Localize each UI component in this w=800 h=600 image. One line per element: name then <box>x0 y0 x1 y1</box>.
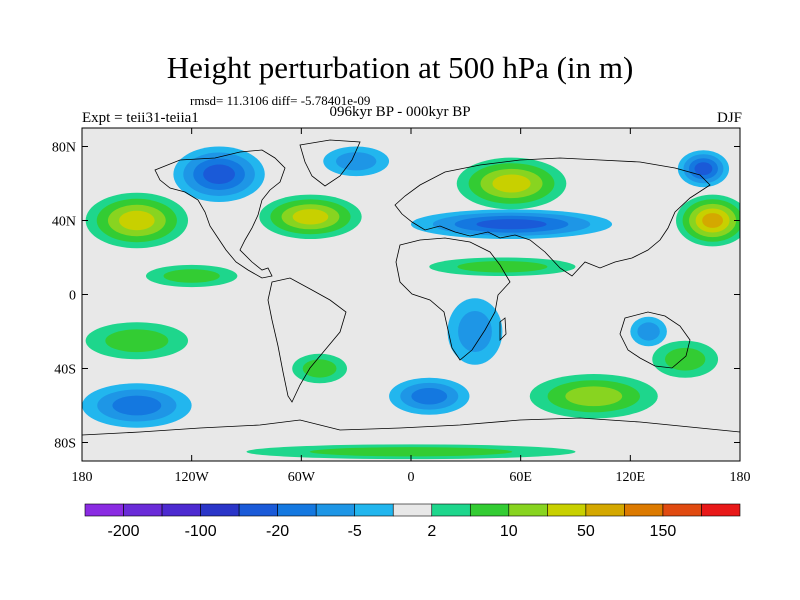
colorbar-swatch <box>84 503 124 517</box>
period-label: 096kyr BP - 000kyr BP <box>329 104 471 120</box>
lat-tick-label: 40S <box>54 363 76 378</box>
coastlines <box>82 139 740 436</box>
colorbar-label: -5 <box>348 523 362 540</box>
colorbar-swatch <box>200 503 240 517</box>
anomaly-field <box>82 128 740 461</box>
colorbar-label: 150 <box>650 523 677 540</box>
colorbar-label: 2 <box>427 523 436 540</box>
coast-eurasia <box>394 157 711 277</box>
coast-south-america <box>267 277 347 403</box>
anomaly-contour <box>112 395 162 416</box>
coast-greenland <box>299 139 361 187</box>
colorbar-swatch <box>392 503 433 517</box>
colorbar-swatch <box>123 503 163 517</box>
colorbar-label: -200 <box>107 523 139 540</box>
colorbar-swatch <box>315 503 356 517</box>
colorbar-label: 50 <box>577 523 595 540</box>
lon-tick-label: 120W <box>175 470 210 485</box>
anomaly-contour <box>664 347 706 371</box>
anomaly-contour <box>309 447 513 457</box>
anomaly-contour <box>457 261 548 273</box>
anomaly-contour <box>105 329 169 353</box>
anomaly-contour <box>411 388 448 405</box>
colorbar-swatch <box>547 503 587 517</box>
rmsd-diff-text: rmsd= 11.3106 diff= -5.78401e-09 <box>190 93 371 108</box>
lon-tick-label: 180 <box>730 470 751 485</box>
colorbar-swatch <box>624 503 664 517</box>
colorbar-swatch <box>431 503 471 517</box>
anomaly-contour <box>203 164 235 184</box>
lat-tick-label: 40N <box>52 215 76 230</box>
anomaly-contour <box>163 269 220 283</box>
anomaly-contour <box>476 219 547 230</box>
lon-tick-label: 120E <box>616 470 646 485</box>
colorbar-label: 10 <box>500 523 518 540</box>
lon-tick-label: 180 <box>72 470 93 485</box>
anomaly-contour <box>637 322 660 341</box>
anomaly-contour <box>302 359 337 378</box>
season-label: DJF <box>716 110 742 126</box>
lon-tick-label: 0 <box>408 470 415 485</box>
colorbar-swatch <box>701 503 741 517</box>
colorbar-swatch <box>662 503 702 517</box>
lat-tick-label: 80N <box>52 141 76 156</box>
coast-antarctica <box>82 417 740 436</box>
coast-africa <box>395 237 511 361</box>
lon-tick-label: 60E <box>509 470 532 485</box>
coast-australia <box>619 311 691 369</box>
anomaly-contour <box>335 152 377 171</box>
experiment-label: Expt = teii31-teiia1 <box>82 110 199 126</box>
colorbar: -200 -100 -20 -5 2 10 50 150 <box>84 503 741 540</box>
anomaly-contour <box>119 210 155 231</box>
anomaly-contour <box>702 213 723 228</box>
anomaly-contour <box>565 386 623 407</box>
colorbar-label: -100 <box>185 523 217 540</box>
chart-title: Height perturbation at 500 hPa (in m) <box>166 50 634 85</box>
anomaly-contour <box>292 209 329 225</box>
anomaly-contour <box>694 162 713 176</box>
colorbar-swatch <box>508 503 548 517</box>
colorbar-swatch <box>277 503 317 517</box>
coast-north-america <box>154 149 286 279</box>
lat-tick-label: 0 <box>69 289 76 304</box>
colorbar-swatch <box>585 503 625 517</box>
colorbar-swatch <box>161 503 201 517</box>
coast-madagascar <box>499 317 507 341</box>
lat-tick-label: 80S <box>54 437 76 452</box>
anomaly-contour <box>492 174 531 193</box>
lon-tick-label: 60W <box>288 470 316 485</box>
anomaly-contour <box>458 311 492 352</box>
colorbar-swatch <box>238 503 278 517</box>
map-axes: 180 120W 60W 0 60E 120E 180 80N 40N 0 40S 80S <box>52 128 751 485</box>
colorbar-swatch <box>354 503 394 517</box>
colorbar-swatch <box>469 503 510 517</box>
colorbar-label: -20 <box>266 523 289 540</box>
